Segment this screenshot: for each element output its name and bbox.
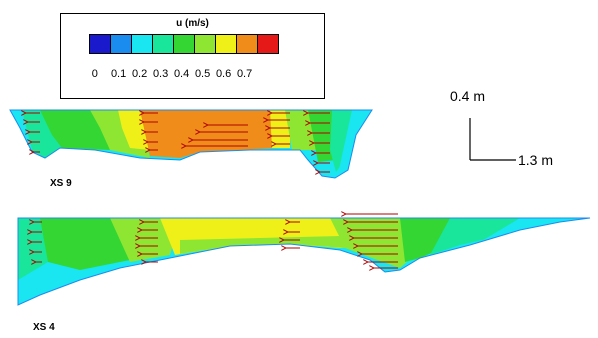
legend-title: u (m/s) — [176, 18, 209, 29]
scale-vertical-label: 0.4 m — [450, 88, 486, 104]
section-outline — [9, 109, 373, 179]
section-label-xs9: XS 9 — [50, 178, 72, 189]
legend-swatch — [257, 34, 279, 54]
scale-horizontal-label: 1.3 m — [518, 152, 554, 168]
cross-section-xs4 — [17, 213, 591, 306]
legend-tick-label: 0 — [91, 68, 98, 80]
legend-tick-label: 0.2 — [131, 68, 148, 80]
contour-band — [285, 110, 318, 150]
contour-band — [40, 218, 130, 270]
legend-tick-label: 0.4 — [173, 68, 190, 80]
legend-tick-label: 0.3 — [152, 68, 169, 80]
contour-band — [140, 110, 285, 158]
contour-fill-group — [10, 110, 372, 178]
legend-swatches — [89, 34, 279, 54]
contour-band — [180, 236, 345, 254]
section-label-xs4: XS 4 — [33, 322, 55, 333]
contour-band — [40, 110, 110, 150]
contour-band — [480, 218, 590, 242]
legend-tick-label: 0.7 — [236, 68, 253, 80]
legend-tick-label: 0.1 — [110, 68, 127, 80]
legend-tick-label: 0.6 — [215, 68, 232, 80]
contour-fill-group — [18, 218, 590, 305]
color-legend: u (m/s) 0 0.1 0.2 0.3 0.4 0.5 0.6 0.7 — [60, 13, 325, 99]
legend-tick-labels: 0 0.1 0.2 0.3 0.4 0.5 0.6 0.7 — [89, 68, 309, 82]
legend-tick-label: 0.5 — [194, 68, 211, 80]
contour-band — [338, 110, 372, 174]
contour-band — [110, 218, 180, 262]
section-outline — [17, 217, 591, 306]
scale-bar — [469, 118, 516, 161]
cross-section-xs9 — [9, 109, 373, 179]
contour-band — [18, 218, 48, 280]
